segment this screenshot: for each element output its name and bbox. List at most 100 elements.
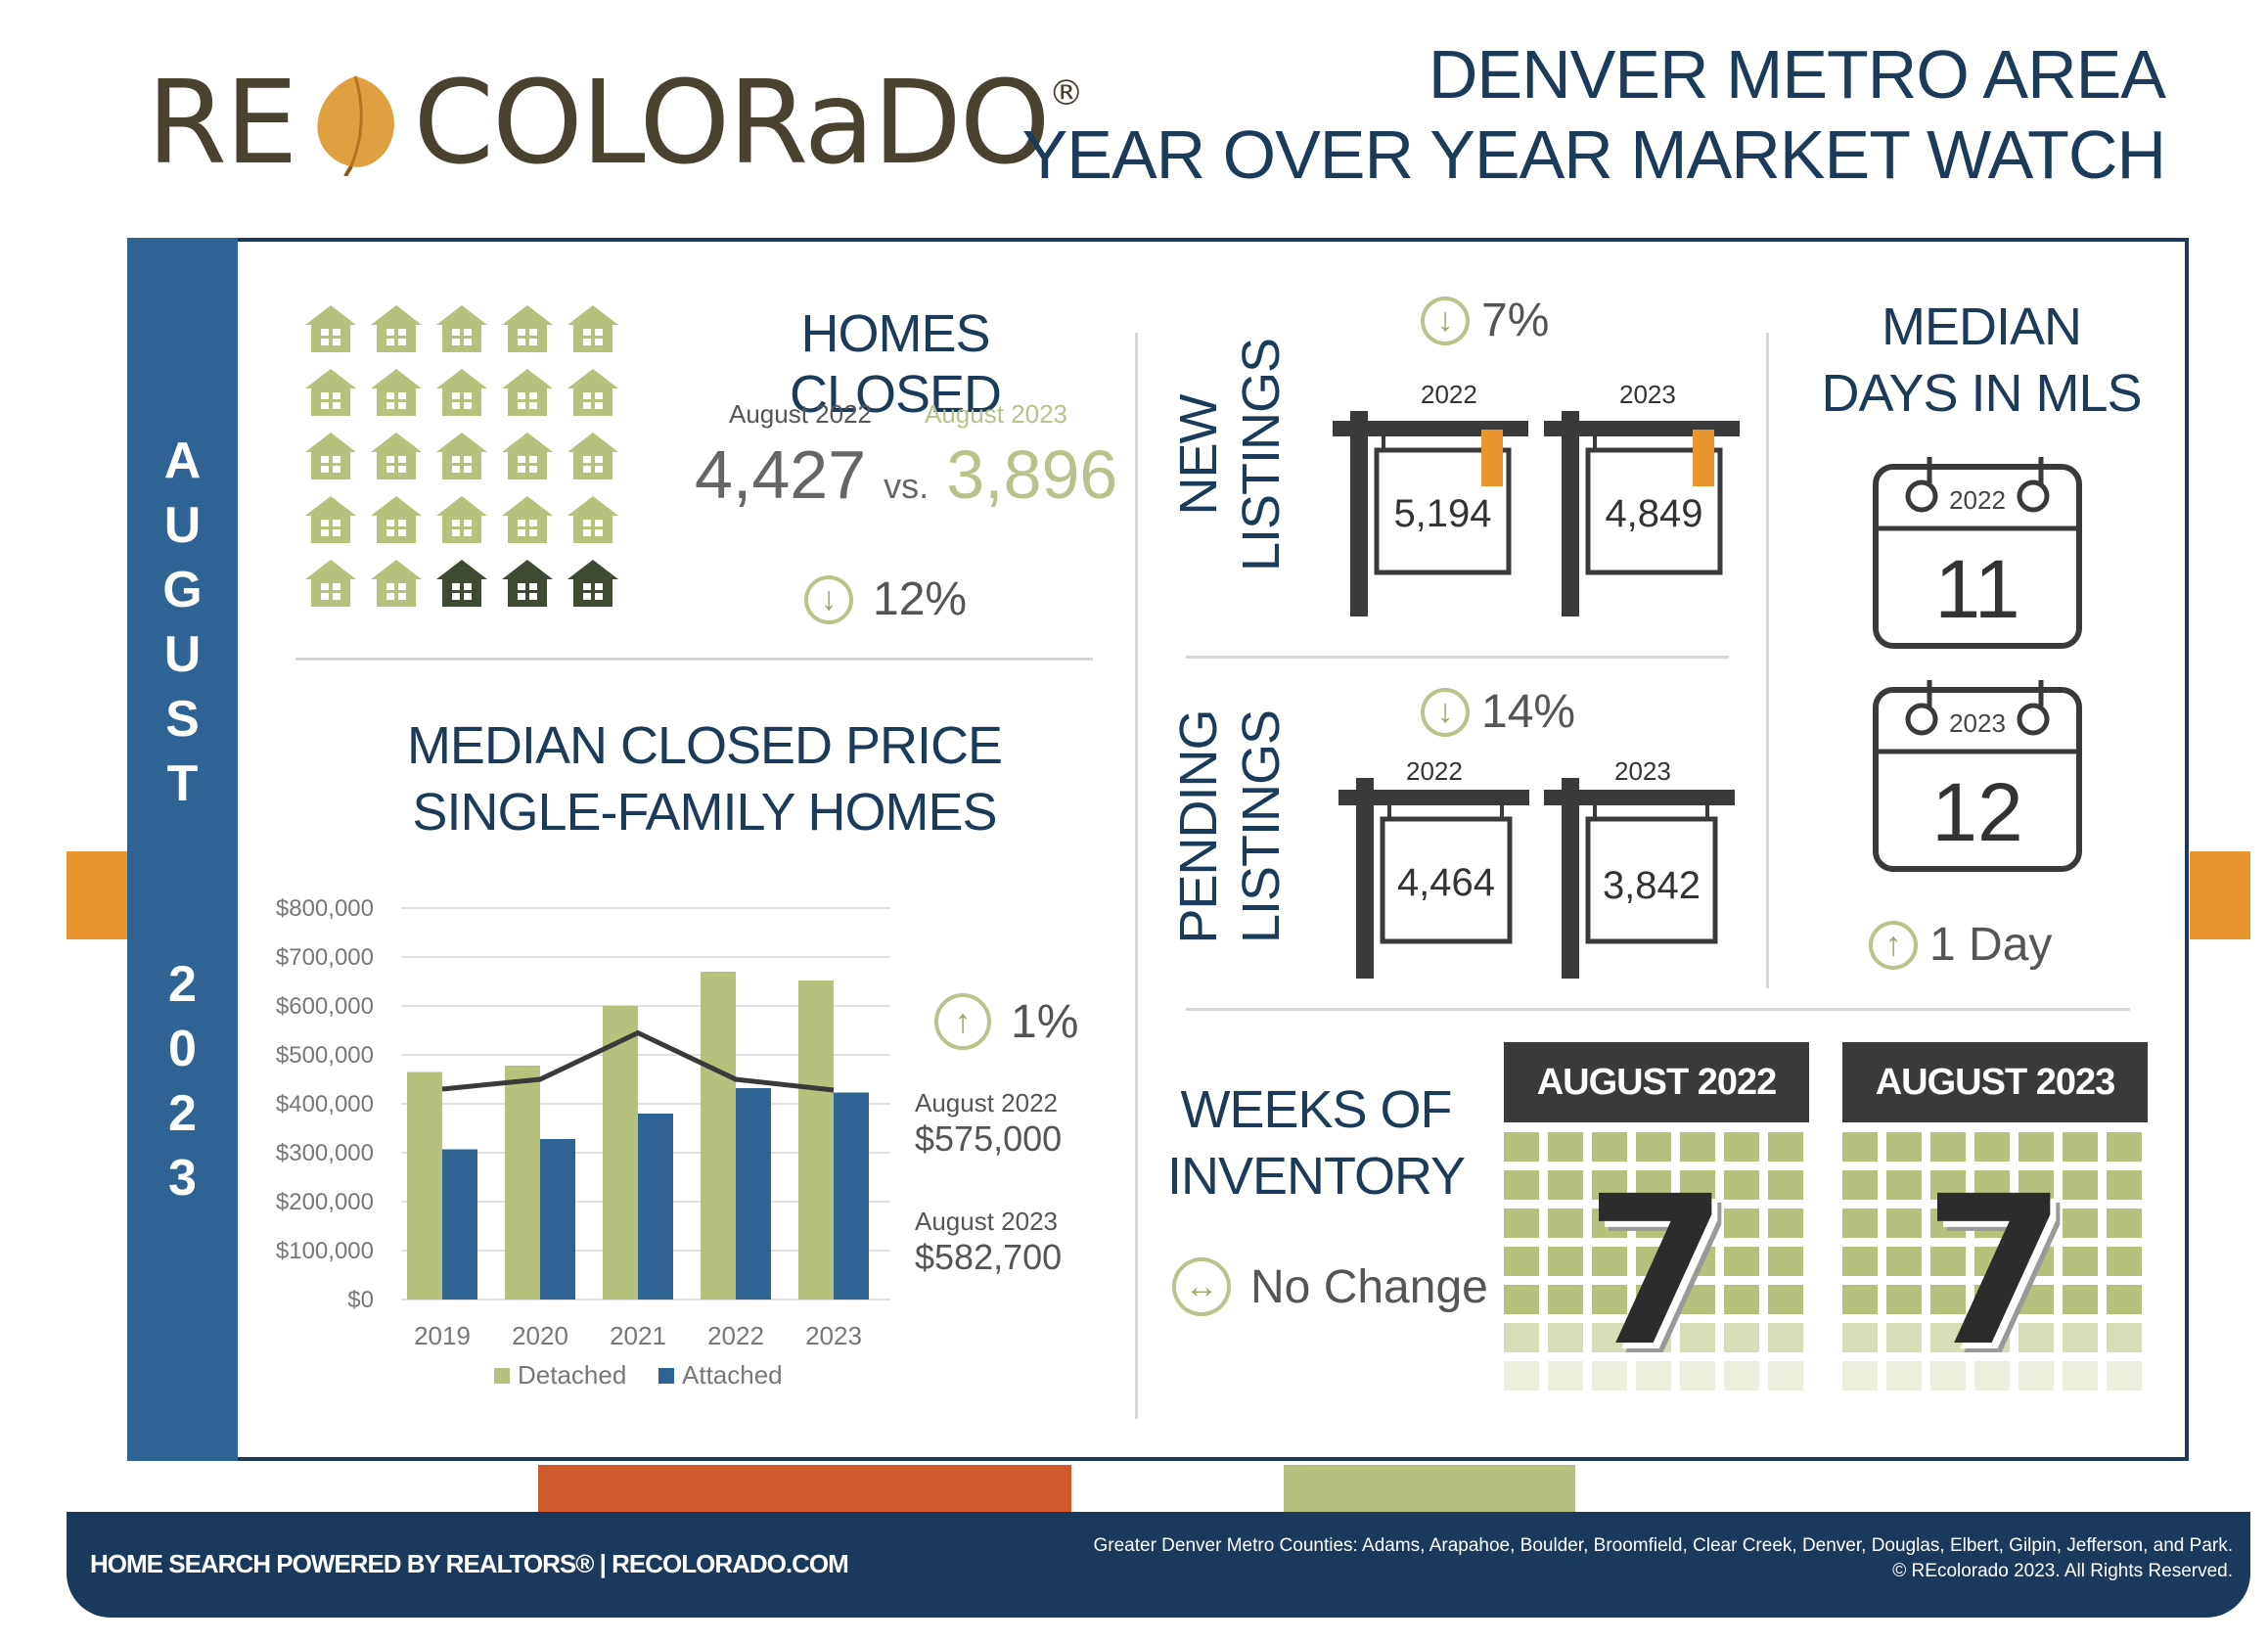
new-listings-label-line-1: NEW bbox=[1169, 394, 1228, 516]
pending-listings-sign-2022: 4,464 bbox=[1338, 778, 1534, 988]
calendar-cell bbox=[2019, 1361, 2054, 1391]
calendar-cell bbox=[1886, 1323, 1922, 1352]
calendar-cell bbox=[1886, 1247, 1922, 1276]
down-arrow-icon: ↓ bbox=[804, 574, 853, 624]
calendar-cell bbox=[2063, 1285, 2098, 1314]
calendar-cell bbox=[1842, 1361, 1878, 1391]
days-in-mls-heading-line-2: DAYS IN MLS bbox=[1821, 364, 2142, 423]
calendar-cell bbox=[1768, 1170, 1803, 1200]
legend-swatch bbox=[658, 1368, 674, 1384]
house-icon bbox=[436, 560, 487, 607]
house-icon bbox=[305, 369, 356, 416]
footer: HOME SEARCH POWERED BY REALTORS® | RECOL… bbox=[67, 1512, 2250, 1618]
calendar-cell bbox=[1504, 1361, 1539, 1391]
house-icon bbox=[305, 496, 356, 543]
median-price-heading-line-2: SINGLE-FAMILY HOMES bbox=[412, 783, 997, 842]
calendar-cell bbox=[1724, 1285, 1759, 1314]
legend-label: Detached bbox=[518, 1360, 626, 1390]
bar-detached bbox=[798, 981, 834, 1300]
calendar-cell bbox=[1768, 1132, 1803, 1162]
calendar-cell bbox=[1930, 1209, 1966, 1238]
calendar-cell bbox=[1724, 1170, 1759, 1200]
down-arrow-icon: ↓ bbox=[1421, 687, 1470, 737]
sign-post-icon bbox=[1333, 411, 1528, 616]
calendar-cell bbox=[1504, 1247, 1539, 1276]
calendar-cell bbox=[2107, 1170, 2142, 1200]
calendar-cell bbox=[1930, 1247, 1966, 1276]
divider bbox=[1186, 1008, 2130, 1011]
calendar-cell bbox=[1842, 1170, 1878, 1200]
pending-listings-value-2023: 3,842 bbox=[1602, 864, 1701, 907]
house-icon bbox=[436, 433, 487, 479]
house-icon bbox=[502, 305, 553, 352]
up-arrow-icon: ↑ bbox=[1869, 920, 1918, 970]
new-listings-sign-2023: 4,849 bbox=[1544, 406, 1740, 626]
calendar-icon bbox=[1873, 457, 2082, 649]
calendar-cell bbox=[1680, 1323, 1715, 1352]
calendar-cell bbox=[1680, 1170, 1715, 1200]
calendar-2022-year: 2022 bbox=[1949, 485, 2006, 515]
weeks-inventory-change: ↔ No Change bbox=[1172, 1257, 1488, 1316]
y-tick-label: $200,000 bbox=[276, 1189, 374, 1215]
up-arrow-icon: ↑ bbox=[934, 993, 991, 1050]
green-color-bar bbox=[1284, 1465, 1575, 1512]
house-icon bbox=[567, 496, 618, 543]
pending-listings-change-value: 14% bbox=[1481, 686, 1576, 738]
month-letter: S bbox=[165, 691, 200, 748]
orange-accent-right bbox=[2190, 851, 2250, 939]
calendar-cell bbox=[1592, 1361, 1627, 1391]
calendar-cell bbox=[1548, 1285, 1583, 1314]
calendar-cell bbox=[1930, 1170, 1966, 1200]
calendar-cell bbox=[1636, 1170, 1671, 1200]
x-tick-label: 2023 bbox=[805, 1321, 862, 1350]
pending-listings-rotated-text: PENDING LISTINGS bbox=[1167, 695, 1293, 959]
calendar-cell bbox=[1768, 1361, 1803, 1391]
calendar-cell bbox=[2019, 1170, 2054, 1200]
calendar-cell bbox=[1636, 1323, 1671, 1352]
calendar-cell bbox=[2019, 1285, 2054, 1314]
bar-attached bbox=[638, 1114, 673, 1300]
page-title: DENVER METRO AREA YEAR OVER YEAR MARKET … bbox=[1022, 34, 2166, 195]
median-price-label-2022: August 2022 bbox=[915, 1088, 1059, 1117]
bar-attached bbox=[834, 1092, 869, 1300]
calendar-cell bbox=[2107, 1132, 2142, 1162]
median-price-heading: MEDIAN CLOSED PRICE SINGLE-FAMILY HOMES bbox=[391, 712, 1018, 845]
house-icon bbox=[305, 560, 356, 607]
new-listings-change: ↓ 7% bbox=[1421, 294, 1549, 347]
calendar-cell bbox=[1636, 1285, 1671, 1314]
median-price-heading-line-1: MEDIAN CLOSED PRICE bbox=[406, 716, 1003, 775]
calendar-cell bbox=[1680, 1247, 1715, 1276]
calendar-cell bbox=[1974, 1285, 2010, 1314]
inventory-grid-2022 bbox=[1504, 1132, 1809, 1416]
calendar-cell bbox=[1504, 1209, 1539, 1238]
y-tick-label: $300,000 bbox=[276, 1140, 374, 1166]
calendar-cell bbox=[1592, 1285, 1627, 1314]
y-tick-label: $800,000 bbox=[276, 895, 374, 922]
calendar-cell bbox=[1842, 1247, 1878, 1276]
calendar-cell bbox=[1724, 1323, 1759, 1352]
homes-icon-grid bbox=[303, 303, 626, 616]
y-tick-label: $600,000 bbox=[276, 993, 374, 1020]
calendar-2023: 2023 12 bbox=[1871, 675, 2086, 881]
calendar-cell bbox=[2019, 1132, 2054, 1162]
vs-label: vs. bbox=[884, 466, 930, 506]
inventory-value-2022: 7 bbox=[1584, 1152, 1729, 1391]
house-icon bbox=[502, 369, 553, 416]
calendar-2023-year: 2023 bbox=[1949, 708, 2006, 738]
calendar-cell bbox=[1504, 1170, 1539, 1200]
calendar-2023-value: 12 bbox=[1931, 766, 2023, 858]
calendar-cell bbox=[1548, 1323, 1583, 1352]
inventory-value-2023: 7 bbox=[1923, 1152, 2067, 1391]
sign-post-icon bbox=[1544, 778, 1735, 979]
bar-attached bbox=[736, 1088, 771, 1300]
weeks-inventory-heading-line-1: WEEKS OF bbox=[1180, 1080, 1452, 1139]
calendar-cell bbox=[1724, 1361, 1759, 1391]
year-digit: 2 bbox=[168, 956, 197, 1013]
month-letter: U bbox=[163, 497, 202, 554]
calendar-icon bbox=[1873, 680, 2082, 872]
house-icon bbox=[371, 433, 422, 479]
calendar-cell bbox=[1886, 1209, 1922, 1238]
median-price-change-value: 1% bbox=[1011, 995, 1079, 1048]
calendar-cell bbox=[1592, 1323, 1627, 1352]
